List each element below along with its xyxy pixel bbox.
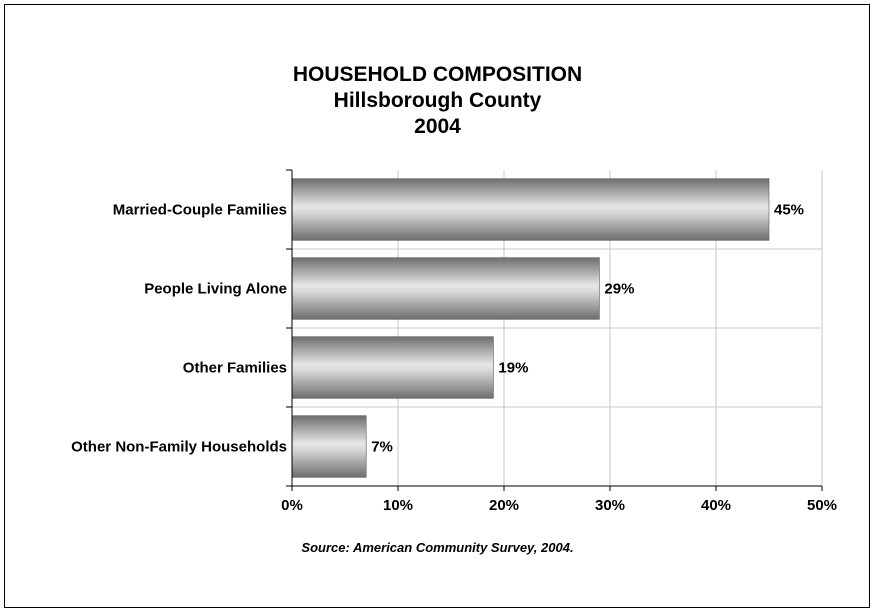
- bar: [291, 257, 600, 320]
- axes: [286, 169, 823, 491]
- x-tick-label: 30%: [595, 497, 625, 514]
- category-label: Married-Couple Families: [113, 202, 287, 219]
- chart-title: HOUSEHOLD COMPOSITION: [292, 63, 583, 86]
- category-label: People Living Alone: [144, 281, 287, 298]
- bars: [291, 178, 770, 478]
- value-label: 7%: [371, 439, 393, 456]
- chart-year: 2004: [414, 115, 461, 138]
- labels: 0% 10% 20% 30% 40% 50% Married-Couple Families…: [71, 202, 837, 515]
- chart-subtitle: Hillsborough County: [333, 89, 542, 112]
- category-label: Other Non-Family Households: [71, 439, 287, 456]
- source-note: Source: American Community Survey, 2004.: [301, 540, 574, 555]
- value-label: 19%: [498, 360, 528, 377]
- bar: [291, 336, 494, 399]
- value-label: 29%: [604, 281, 634, 298]
- x-tick-label: 20%: [489, 497, 519, 514]
- category-label: Other Families: [183, 360, 287, 377]
- x-tick-label: 10%: [383, 497, 413, 514]
- x-tick-label: 0%: [281, 497, 303, 514]
- bar: [291, 178, 770, 241]
- bar: [291, 415, 367, 478]
- x-tick-label: 40%: [701, 497, 731, 514]
- x-tick-label: 50%: [807, 497, 837, 514]
- value-label: 45%: [774, 202, 804, 219]
